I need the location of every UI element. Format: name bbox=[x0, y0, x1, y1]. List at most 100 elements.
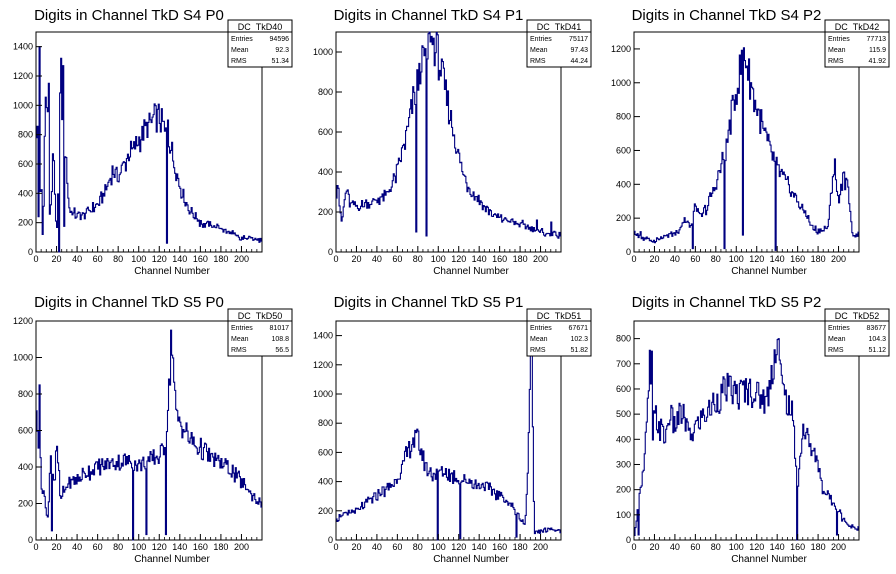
y-tick-label: 1200 bbox=[13, 71, 33, 81]
y-tick-label: 1200 bbox=[13, 316, 33, 326]
stats-row-label: Entries bbox=[231, 36, 253, 43]
y-tick-label: 0 bbox=[328, 247, 333, 257]
chart-title: Digits in Channel TkD S4 P0 bbox=[34, 7, 224, 24]
y-tick-label: 700 bbox=[616, 359, 631, 369]
chart-title: Digits in Channel TkD S4 P2 bbox=[632, 7, 822, 24]
x-tick-label: 20 bbox=[649, 254, 659, 264]
x-tick-label: 200 bbox=[234, 254, 249, 264]
y-tick-label: 800 bbox=[318, 87, 333, 97]
x-tick-label: 100 bbox=[431, 254, 446, 264]
stats-row-label: Entries bbox=[530, 325, 552, 332]
stats-row-value: 51.34 bbox=[271, 58, 289, 65]
chart-title: Digits in Channel TkD S5 P0 bbox=[34, 294, 224, 311]
x-tick-label: 60 bbox=[392, 542, 402, 552]
stats-row-label: Entries bbox=[828, 36, 850, 43]
x-tick-label: 100 bbox=[131, 254, 146, 264]
y-tick-label: 1000 bbox=[13, 353, 33, 363]
x-tick-label: 180 bbox=[513, 254, 528, 264]
y-tick-label: 400 bbox=[18, 462, 33, 472]
x-tick-label: 100 bbox=[131, 542, 146, 552]
x-tick-label: 0 bbox=[333, 254, 338, 264]
x-tick-label: 40 bbox=[72, 542, 82, 552]
stats-row-label: Entries bbox=[828, 325, 850, 332]
x-tick-label: 120 bbox=[451, 542, 466, 552]
stats-row-value: 77713 bbox=[867, 36, 887, 43]
y-tick-label: 600 bbox=[18, 159, 33, 169]
x-tick-label: 100 bbox=[729, 542, 744, 552]
x-axis-label: Channel Number bbox=[134, 266, 210, 277]
stats-row-value: 97.43 bbox=[570, 47, 588, 54]
x-axis-label: Channel Number bbox=[433, 266, 509, 277]
y-tick-label: 200 bbox=[616, 213, 631, 223]
stats-box bbox=[824, 308, 890, 357]
stats-row-label: Mean bbox=[828, 336, 846, 343]
x-tick-label: 140 bbox=[172, 254, 187, 264]
histogram-line bbox=[36, 329, 262, 541]
x-tick-label: 180 bbox=[811, 254, 826, 264]
x-tick-label: 0 bbox=[631, 542, 636, 552]
y-tick-label: 600 bbox=[318, 127, 333, 137]
x-tick-label: 160 bbox=[790, 254, 805, 264]
x-tick-label: 140 bbox=[472, 542, 487, 552]
x-tick-label: 80 bbox=[711, 542, 721, 552]
x-axis-label: Channel Number bbox=[731, 554, 807, 565]
x-tick-label: 140 bbox=[770, 542, 785, 552]
y-tick-label: 200 bbox=[18, 499, 33, 509]
x-tick-label: 40 bbox=[372, 542, 382, 552]
x-tick-label: 120 bbox=[152, 542, 167, 552]
x-tick-label: 140 bbox=[172, 542, 187, 552]
stats-name: DC_TkD51 bbox=[537, 311, 582, 321]
y-tick-label: 400 bbox=[616, 434, 631, 444]
stats-box bbox=[227, 308, 293, 357]
y-tick-label: 200 bbox=[18, 218, 33, 228]
histogram-panel: Digits in Channel TkD S4 P0 0 20 40 60 80 100 1… bbox=[13, 7, 293, 277]
stats-row-label: Entries bbox=[231, 325, 253, 332]
x-tick-label: 60 bbox=[93, 254, 103, 264]
stats-row-label: Mean bbox=[828, 47, 846, 54]
stats-row-value: 92.3 bbox=[275, 47, 289, 54]
stats-name: DC_TkD41 bbox=[537, 22, 582, 32]
x-tick-label: 120 bbox=[749, 254, 764, 264]
stats-row-value: 56.5 bbox=[275, 347, 289, 354]
stats-name: DC_TkD42 bbox=[835, 22, 880, 32]
x-tick-label: 60 bbox=[93, 542, 103, 552]
x-tick-label: 160 bbox=[492, 254, 507, 264]
x-tick-label: 100 bbox=[729, 254, 744, 264]
x-axis-label: Channel Number bbox=[134, 554, 210, 565]
y-tick-label: 100 bbox=[616, 510, 631, 520]
stats-row-value: 102.3 bbox=[570, 336, 588, 343]
y-tick-label: 1400 bbox=[13, 42, 33, 52]
stats-box bbox=[824, 19, 890, 68]
y-tick-label: 300 bbox=[616, 459, 631, 469]
stats-box bbox=[526, 308, 592, 357]
chart-title: Digits in Channel TkD S5 P1 bbox=[334, 294, 524, 311]
stats-box bbox=[526, 19, 592, 68]
y-tick-label: 800 bbox=[616, 112, 631, 122]
y-tick-label: 200 bbox=[616, 485, 631, 495]
x-tick-label: 40 bbox=[670, 254, 680, 264]
histogram-line bbox=[336, 31, 561, 239]
x-tick-label: 120 bbox=[749, 542, 764, 552]
x-tick-label: 20 bbox=[351, 254, 361, 264]
y-tick-label: 0 bbox=[28, 247, 33, 257]
x-tick-label: 0 bbox=[33, 542, 38, 552]
y-tick-label: 800 bbox=[18, 130, 33, 140]
x-tick-label: 140 bbox=[770, 254, 785, 264]
x-tick-label: 40 bbox=[372, 254, 382, 264]
y-tick-label: 200 bbox=[318, 506, 333, 516]
y-tick-label: 400 bbox=[318, 167, 333, 177]
stats-row-value: 44.24 bbox=[570, 58, 588, 65]
x-tick-label: 160 bbox=[492, 542, 507, 552]
stats-row-value: 51.12 bbox=[868, 347, 886, 354]
y-tick-label: 600 bbox=[616, 384, 631, 394]
y-tick-label: 1000 bbox=[313, 389, 333, 399]
stats-row-value: 41.92 bbox=[868, 58, 886, 65]
y-tick-label: 600 bbox=[18, 426, 33, 436]
x-tick-label: 180 bbox=[811, 542, 826, 552]
stats-row-value: 104.3 bbox=[868, 336, 886, 343]
x-axis-label: Channel Number bbox=[433, 554, 509, 565]
x-tick-label: 160 bbox=[790, 542, 805, 552]
x-axis-label: Channel Number bbox=[731, 266, 807, 277]
stats-row-label: Mean bbox=[530, 336, 548, 343]
